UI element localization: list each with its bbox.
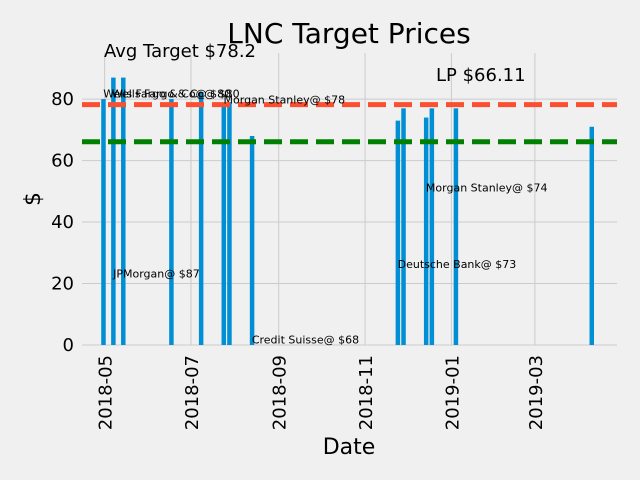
- x-tick-label: 2018-09: [270, 355, 291, 430]
- x-tick-label: 2018-11: [356, 355, 377, 430]
- bar: [401, 108, 406, 345]
- chart-title: LNC Target Prices: [227, 17, 470, 50]
- bar: [111, 77, 116, 345]
- y-tick-label: 0: [63, 335, 74, 356]
- bar: [589, 126, 595, 345]
- annotation-label: Deutsche Bank@ $73: [398, 258, 517, 271]
- x-tick-label: 2019-03: [526, 355, 547, 430]
- annotation-label: Morgan Stanley@ $78: [224, 94, 346, 107]
- x-tick-label: 2019-01: [442, 355, 463, 430]
- axis-ticks: 0 20 40 60 80 2018-05 2018-07 2018-09 2018-11 201…: [51, 89, 547, 430]
- bar: [423, 117, 429, 346]
- x-tick-label: 2018-05: [96, 355, 117, 430]
- annotation-label: Wells Fargo & Co@ $80: [103, 88, 231, 101]
- x-tick-label: 2018-07: [182, 355, 203, 430]
- bar: [249, 135, 255, 345]
- bar: [169, 99, 174, 346]
- bar: [121, 77, 126, 345]
- bar: [221, 105, 227, 346]
- x-axis-label: Date: [323, 435, 376, 460]
- reference-lines: [82, 102, 617, 145]
- y-tick-label: 20: [51, 274, 74, 295]
- bar: [395, 120, 401, 345]
- y-tick-label: 60: [51, 151, 74, 172]
- y-axis-label: $: [21, 192, 46, 206]
- bar: [101, 99, 106, 346]
- bar: [429, 108, 435, 345]
- bars: [101, 77, 595, 346]
- last-price-label: LP $66.11: [436, 65, 526, 86]
- avg-target-label: Avg Target $78.2: [104, 41, 256, 62]
- bar: [453, 108, 459, 345]
- y-tick-label: 40: [51, 212, 74, 233]
- annotation-label: Wells Fargo & Co@ $80: [112, 88, 240, 101]
- bar: [198, 92, 204, 346]
- annotation-label: Morgan Stanley@ $74: [426, 181, 548, 194]
- bar: [227, 102, 232, 345]
- annotation-label: Credit Suisse@ $68: [252, 333, 359, 346]
- annotation-label: JPMorgan@ $87: [112, 267, 200, 280]
- y-tick-label: 80: [51, 89, 74, 110]
